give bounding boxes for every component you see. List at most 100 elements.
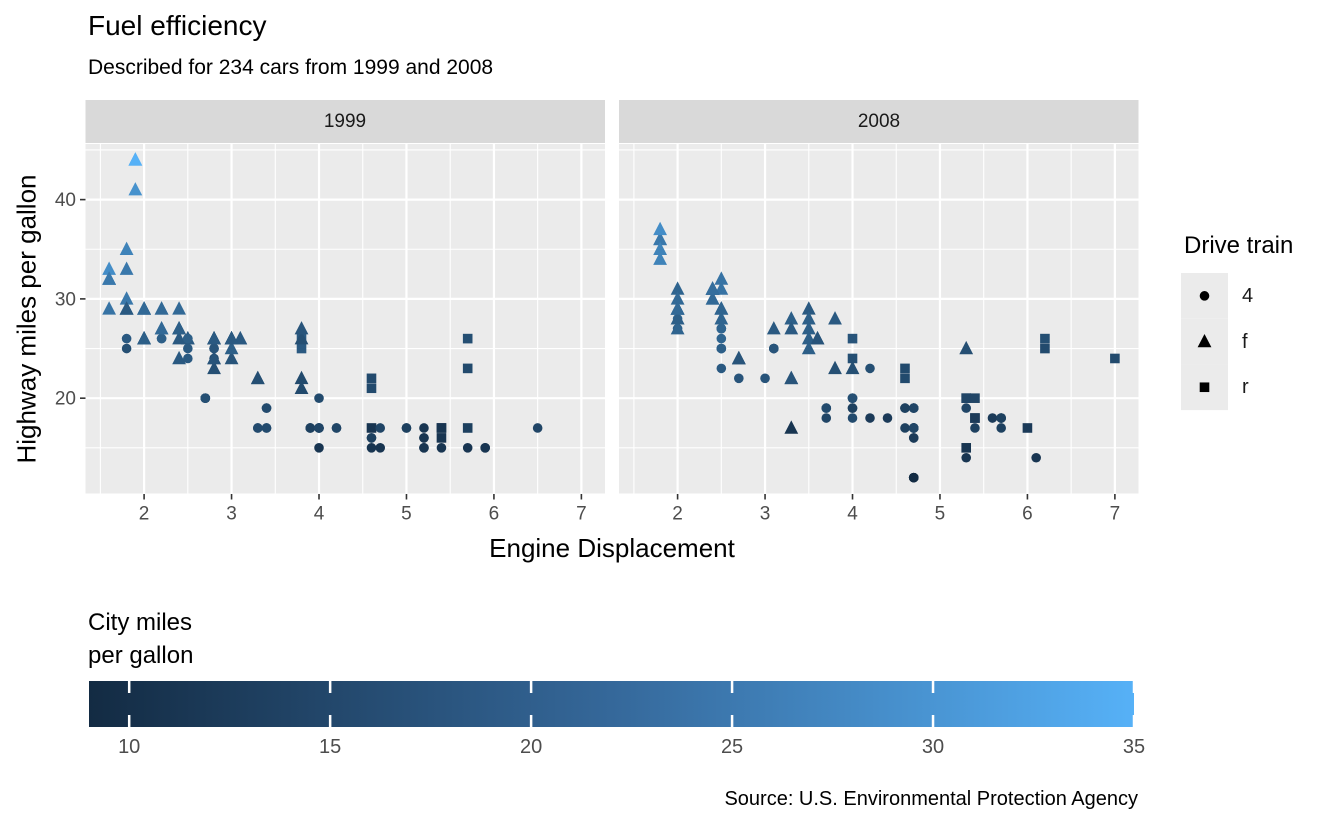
data-point: [209, 343, 219, 354]
data-point: [996, 423, 1006, 433]
colorbar-tick: [529, 681, 533, 693]
data-point: [294, 380, 309, 395]
data-point: [480, 443, 490, 453]
data-point: [436, 433, 447, 443]
data-point: [847, 333, 858, 344]
x-tick-label: 2: [139, 504, 150, 525]
data-point: [137, 301, 151, 315]
data-point: [119, 301, 134, 315]
x-tick-label: 6: [489, 504, 500, 525]
chart-title: Fuel efficiency: [88, 10, 267, 41]
legend-circle-icon: [1199, 291, 1210, 301]
data-point: [200, 393, 211, 403]
data-point: [261, 403, 272, 413]
y-tick-label: 20: [55, 389, 76, 410]
data-point: [908, 472, 919, 483]
data-point: [207, 331, 221, 345]
x-tick-label: 6: [1022, 504, 1033, 525]
colorbar-tick: [127, 681, 131, 693]
panel-background: [619, 144, 1139, 494]
data-point: [314, 393, 324, 403]
colorbar-gradient: [89, 681, 1134, 727]
data-point: [716, 363, 727, 374]
y-tick-label: 30: [55, 289, 76, 310]
data-point: [705, 291, 720, 305]
data-point: [183, 343, 193, 354]
data-point: [810, 331, 825, 345]
data-point: [1040, 343, 1050, 354]
data-point: [670, 311, 685, 325]
facet-strip-bg: [85, 100, 605, 143]
data-point: [1110, 353, 1120, 364]
data-point: [119, 261, 134, 275]
data-point: [172, 321, 186, 335]
data-point: [154, 321, 169, 335]
legend-label-4: 4: [1242, 285, 1254, 307]
x-tick-label: 4: [847, 504, 858, 525]
legend-title: Drive train: [1184, 232, 1294, 259]
x-tick-label: 7: [1110, 504, 1121, 525]
data-point: [252, 423, 263, 433]
colorbar-tick: [931, 681, 935, 693]
data-point: [462, 443, 473, 453]
data-point: [821, 403, 832, 413]
data-point: [121, 333, 132, 344]
data-point: [670, 301, 685, 315]
data-point: [102, 301, 117, 315]
data-point: [801, 301, 816, 315]
data-point: [784, 420, 799, 434]
data-point: [294, 321, 309, 335]
legend-label-r: r: [1242, 376, 1249, 398]
data-point: [294, 331, 309, 345]
data-point: [731, 350, 746, 365]
colorbar-tick: [1132, 681, 1136, 693]
data-point: [102, 261, 117, 275]
data-point: [224, 340, 239, 355]
data-point: [865, 413, 875, 423]
data-point: [845, 360, 860, 375]
data-point: [137, 331, 151, 345]
data-point: [821, 413, 832, 423]
data-point: [970, 423, 980, 433]
data-point: [366, 423, 377, 433]
data-point: [865, 363, 875, 374]
data-point: [766, 321, 781, 335]
data-point: [375, 443, 386, 453]
data-point: [183, 333, 193, 344]
data-point: [784, 321, 799, 335]
y-tick-label: 40: [55, 190, 76, 211]
data-point: [119, 241, 134, 255]
data-point: [996, 413, 1006, 423]
data-point: [847, 403, 858, 413]
source-caption: Source: U.S. Environmental Protection Ag…: [724, 788, 1138, 810]
colorbar-tick: [328, 681, 332, 693]
data-point: [714, 271, 729, 285]
data-point: [970, 413, 980, 423]
data-point: [828, 360, 842, 375]
data-point: [961, 443, 972, 453]
data-point: [314, 423, 324, 433]
data-point: [462, 333, 473, 344]
data-point: [801, 321, 816, 335]
data-point: [828, 311, 842, 325]
data-point: [716, 343, 727, 354]
facet-strip-bg: [619, 100, 1139, 143]
data-point: [653, 251, 668, 265]
data-point: [1031, 452, 1041, 463]
x-tick-label: 3: [760, 504, 771, 525]
data-point: [716, 323, 727, 334]
data-point: [847, 413, 858, 423]
x-tick-label: 5: [401, 504, 412, 525]
colorbar-tick-label: 35: [1123, 736, 1145, 758]
y-axis-title: Highway miles per gallon: [11, 174, 42, 464]
colorbar-tick: [1132, 715, 1136, 727]
data-point: [156, 333, 167, 344]
data-point: [1022, 423, 1033, 433]
data-point: [436, 423, 447, 433]
data-point: [653, 231, 668, 246]
colorbar-tick: [730, 715, 734, 727]
data-point: [305, 423, 316, 433]
colorbar-title-line2: per gallon: [88, 642, 194, 669]
data-point: [172, 331, 186, 345]
data-point: [653, 241, 668, 255]
